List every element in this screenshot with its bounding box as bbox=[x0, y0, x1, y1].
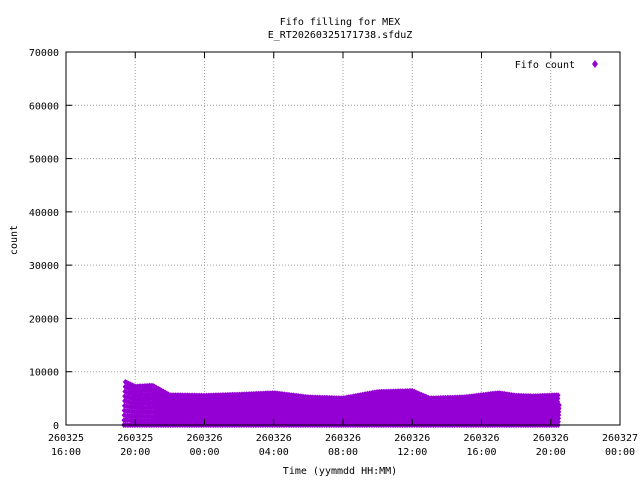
x-tick-label: 260325 bbox=[117, 433, 153, 444]
legend: Fifo count bbox=[515, 60, 598, 71]
x-tick-label: 16:00 bbox=[466, 447, 496, 458]
x-tick-label: 16:00 bbox=[51, 447, 81, 458]
chart-subtitle: E_RT20260325171738.sfduZ bbox=[268, 30, 413, 41]
x-tick-label: 260326 bbox=[256, 433, 292, 444]
x-tick-label: 260326 bbox=[325, 433, 361, 444]
y-tick-label: 40000 bbox=[29, 208, 59, 219]
data-points bbox=[121, 379, 562, 428]
y-axis-ticks: 0 10000 20000 30000 40000 50000 60000 70000 bbox=[29, 48, 620, 432]
chart-title: Fifo filling for MEX bbox=[280, 17, 400, 28]
x-tick-label: 00:00 bbox=[189, 447, 219, 458]
x-tick-label: 260326 bbox=[186, 433, 222, 444]
x-tick-label: 00:00 bbox=[605, 447, 635, 458]
x-axis-ticks: 260325 16:00 260325 20:00 260326 00:00 260326 0… bbox=[48, 52, 638, 458]
x-tick-label: 260325 bbox=[48, 433, 84, 444]
y-tick-label: 60000 bbox=[29, 101, 59, 112]
x-tick-label: 08:00 bbox=[328, 447, 358, 458]
x-tick-label: 260327 bbox=[602, 433, 638, 444]
y-tick-label: 30000 bbox=[29, 261, 59, 272]
x-tick-label: 20:00 bbox=[120, 447, 150, 458]
fifo-count-points bbox=[121, 379, 562, 428]
legend-label: Fifo count bbox=[515, 60, 575, 71]
x-tick-label: 260326 bbox=[533, 433, 569, 444]
grid bbox=[66, 52, 620, 425]
y-tick-label: 70000 bbox=[29, 48, 59, 59]
y-tick-label: 50000 bbox=[29, 155, 59, 166]
x-tick-label: 12:00 bbox=[397, 447, 427, 458]
y-axis-label: count bbox=[9, 225, 20, 255]
y-tick-label: 0 bbox=[53, 421, 59, 432]
x-tick-label: 260326 bbox=[463, 433, 499, 444]
y-tick-label: 10000 bbox=[29, 368, 59, 379]
legend-marker bbox=[592, 60, 598, 68]
x-tick-label: 20:00 bbox=[536, 447, 566, 458]
y-tick-label: 20000 bbox=[29, 314, 59, 325]
x-axis-label: Time (yymmdd HH:MM) bbox=[283, 466, 397, 477]
x-tick-label: 260326 bbox=[394, 433, 430, 444]
x-tick-label: 04:00 bbox=[259, 447, 289, 458]
